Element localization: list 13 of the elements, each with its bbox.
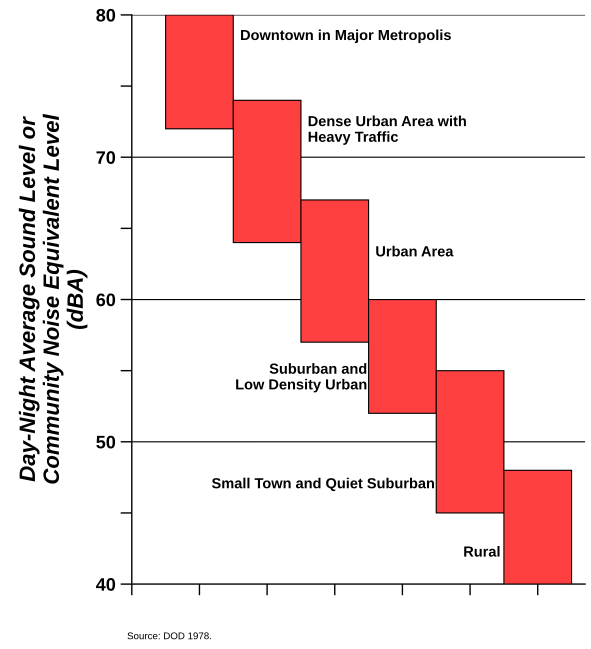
y-axis-title: Day-Night Average Sound Level or Community Noise Equivalent Level (dBA) xyxy=(18,114,88,484)
y-tick-label: 60 xyxy=(96,293,116,306)
y-tick-label: 80 xyxy=(96,8,116,22)
annotation: Downtown in Major Metropolis xyxy=(241,29,451,44)
annotation: Suburban and Low Density Urban xyxy=(236,363,366,392)
annotation: Urban Area xyxy=(376,246,454,256)
y-tick-label: 50 xyxy=(96,436,116,449)
annotation: Dense Urban Area with Heavy Traffic xyxy=(308,116,466,145)
annotation: Rural xyxy=(464,546,500,557)
y-tick-label: 40 xyxy=(96,578,116,591)
source-note: Source: DOD 1978. xyxy=(128,632,212,640)
y-tick-label: 70 xyxy=(96,151,116,164)
annotation: Small Town and Quiet Suburban xyxy=(212,478,434,492)
